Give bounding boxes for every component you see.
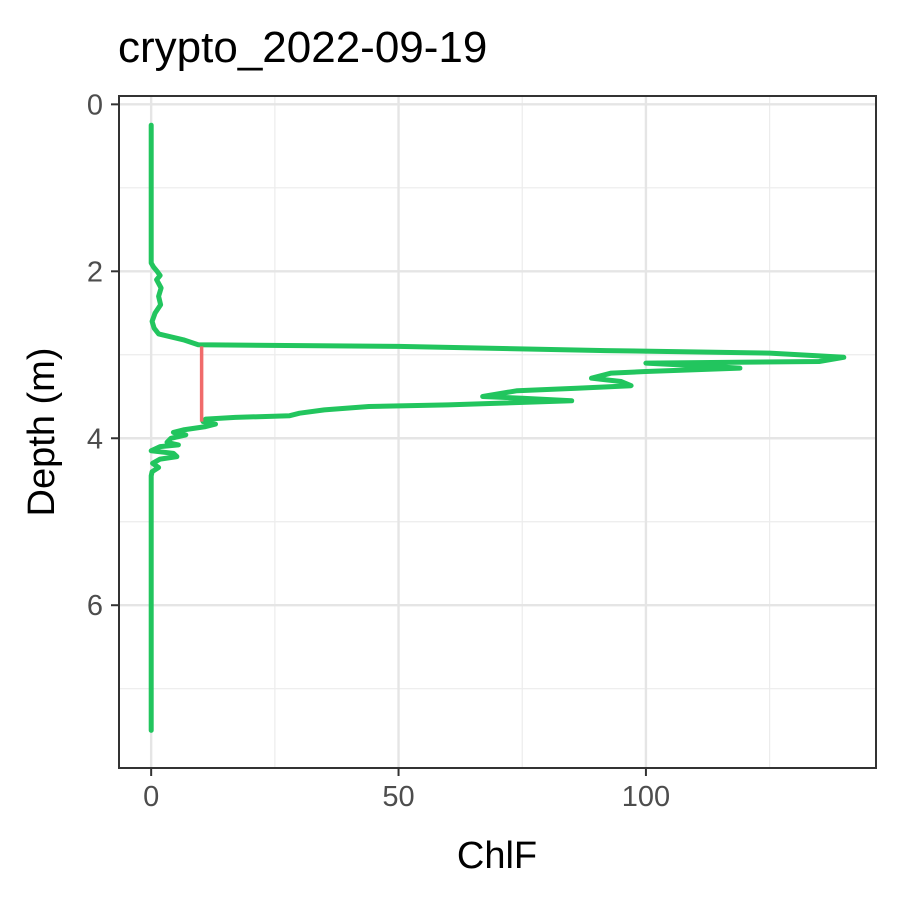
panel-border bbox=[118, 95, 877, 769]
plot-area bbox=[148, 122, 847, 733]
y-tick-label: 6 bbox=[87, 590, 103, 622]
chart-title: crypto_2022-09-19 bbox=[118, 23, 487, 72]
x-tick-label: 50 bbox=[382, 781, 414, 813]
chlf-profile-line bbox=[148, 122, 847, 733]
x-tick-label: 0 bbox=[143, 781, 159, 813]
axis-ticks: 0 50 100 0 2 4 6 bbox=[87, 89, 670, 813]
y-axis-label: Depth (m) bbox=[21, 348, 63, 517]
x-axis-label: ChlF bbox=[457, 835, 537, 877]
y-tick-label: 4 bbox=[87, 423, 103, 455]
y-tick-label: 0 bbox=[87, 89, 103, 121]
x-tick-label: 100 bbox=[622, 781, 670, 813]
grid bbox=[119, 96, 876, 768]
y-tick-label: 2 bbox=[87, 256, 103, 288]
